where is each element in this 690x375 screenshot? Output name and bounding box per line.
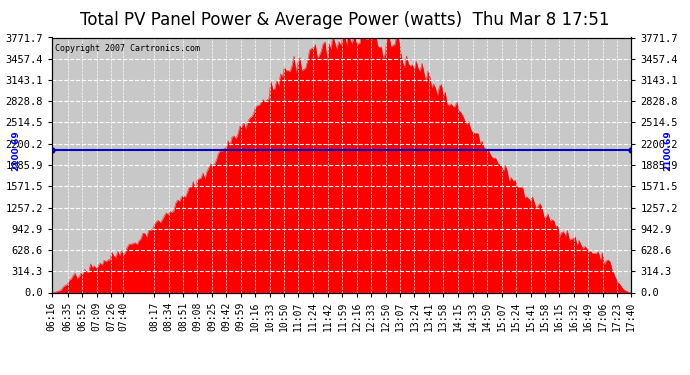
Text: 2100.69: 2100.69 bbox=[663, 130, 672, 171]
Text: Copyright 2007 Cartronics.com: Copyright 2007 Cartronics.com bbox=[55, 44, 199, 53]
Text: Total PV Panel Power & Average Power (watts)  Thu Mar 8 17:51: Total PV Panel Power & Average Power (wa… bbox=[80, 11, 610, 29]
Text: 2100.69: 2100.69 bbox=[11, 130, 20, 171]
